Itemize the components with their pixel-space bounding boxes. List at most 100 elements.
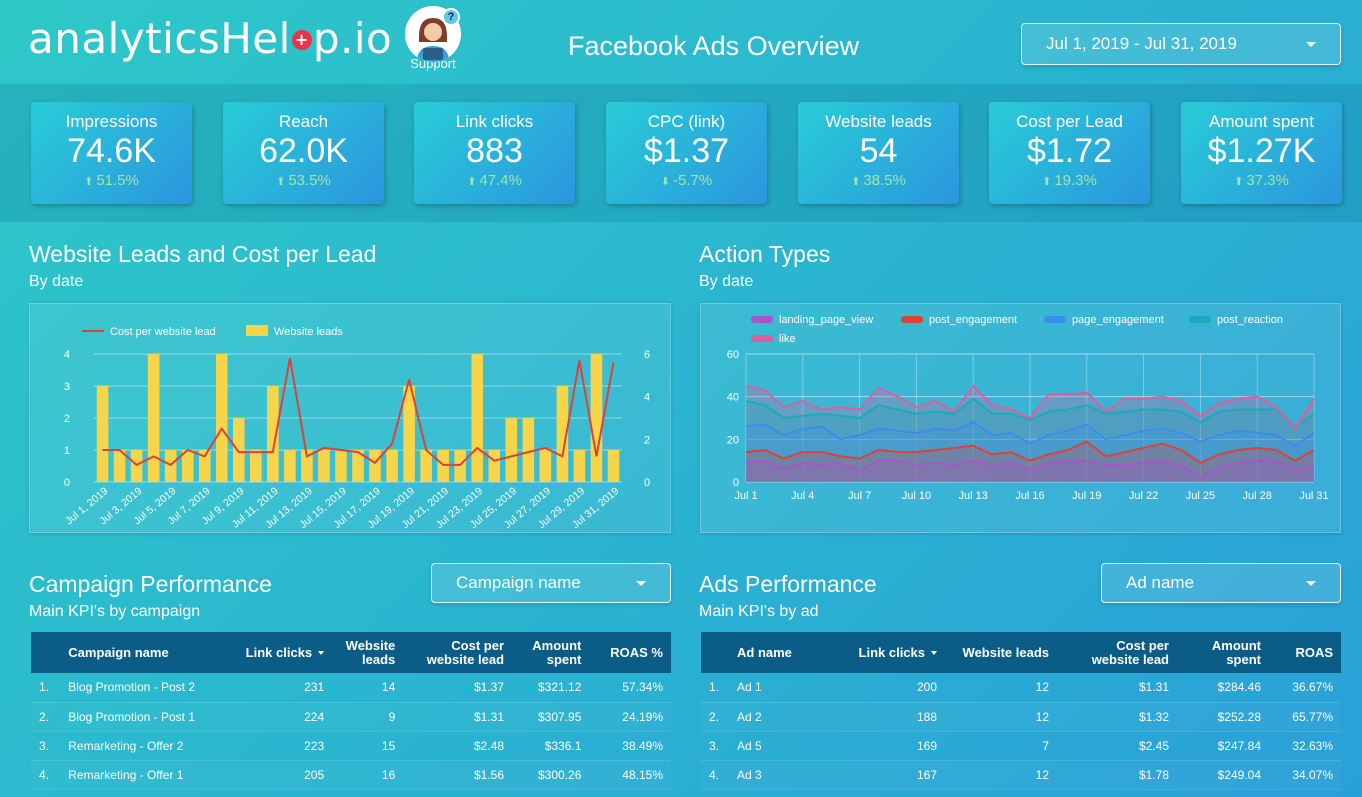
column-header[interactable]: Cost per website lead bbox=[1057, 632, 1177, 673]
leads-bar[interactable] bbox=[147, 354, 160, 482]
leads-bar[interactable] bbox=[113, 450, 126, 482]
leads-bar[interactable] bbox=[556, 386, 569, 482]
leads-bar[interactable] bbox=[471, 354, 484, 482]
kpi-delta-value: 19.3% bbox=[1054, 172, 1097, 189]
row-cost-per-lead: $1.56 bbox=[403, 760, 513, 790]
row-link-clicks: 169 bbox=[831, 731, 945, 761]
row-amount-spent: $321.12 bbox=[512, 673, 590, 703]
column-header[interactable]: ROAS bbox=[1269, 632, 1341, 673]
leads-bar[interactable] bbox=[403, 386, 415, 482]
row-roas: 65.77% bbox=[1269, 702, 1341, 732]
kpi-card-impressions[interactable]: Impressions 74.6K ⬆ 51.5% bbox=[31, 102, 192, 204]
row-amount-spent: $249.04 bbox=[1177, 760, 1269, 790]
leads-bar[interactable] bbox=[369, 450, 381, 482]
row-amount-spent: $336.1 bbox=[512, 731, 590, 761]
kpi-card-cost-per-lead[interactable]: Cost per Lead $1.72 ⬆ 19.3% bbox=[989, 102, 1150, 204]
leads-bar[interactable] bbox=[96, 386, 109, 482]
table-row[interactable]: 3. Remarketing - Offer 2 223 15 $2.48 $336.1 3… bbox=[31, 731, 671, 761]
leads-bar[interactable] bbox=[522, 418, 535, 482]
kpi-card-reach[interactable]: Reach 62.0K ⬆ 53.5% bbox=[223, 102, 384, 204]
legend-label-post-engagement: post_engagement bbox=[929, 314, 1017, 326]
cpl-line[interactable] bbox=[102, 358, 615, 467]
line-like[interactable] bbox=[745, 384, 1315, 431]
row-website-leads: 9 bbox=[332, 702, 404, 732]
leads-bar[interactable] bbox=[232, 418, 245, 482]
campaign-name-filter[interactable]: Campaign name bbox=[431, 563, 671, 603]
kpi-card-website-leads[interactable]: Website leads 54 ⬆ 38.5% bbox=[798, 102, 959, 204]
line-post-engagement[interactable] bbox=[745, 440, 1315, 464]
legend-label-like: like bbox=[779, 333, 796, 345]
table-row[interactable]: 2. Blog Promotion - Post 1 224 9 $1.31 $307.9… bbox=[31, 702, 671, 732]
table-row[interactable]: 4. Remarketing - Offer 1 205 16 $1.56 $300.26… bbox=[31, 760, 671, 790]
leads-cpl-chart[interactable]: Cost per website lead Website leads 0 1 2 3 4 0… bbox=[30, 304, 672, 534]
logo-text-start: analyticsHel bbox=[28, 14, 291, 63]
row-name: Ad 1 bbox=[729, 673, 831, 703]
leads-bar[interactable] bbox=[573, 450, 586, 482]
date-range-picker[interactable]: Jul 1, 2019 - Jul 31, 2019 bbox=[1021, 23, 1341, 65]
column-header[interactable]: Link clicks bbox=[831, 632, 945, 673]
row-cost-per-lead: $2.48 bbox=[403, 731, 513, 761]
kpi-value: 54 bbox=[859, 132, 898, 170]
leads-bar[interactable] bbox=[437, 450, 449, 482]
leads-bar[interactable] bbox=[539, 450, 552, 482]
column-header[interactable]: Amount spent bbox=[512, 632, 590, 673]
chevron-down-icon bbox=[1306, 42, 1316, 47]
kpi-label: Website leads bbox=[825, 112, 932, 131]
table-row[interactable]: 3. Ad 5 169 7 $2.45 $247.84 32.63% bbox=[701, 731, 1341, 761]
leads-bar[interactable] bbox=[590, 354, 603, 482]
leads-bar[interactable] bbox=[505, 418, 518, 482]
column-header[interactable]: Website leads bbox=[945, 632, 1057, 673]
x-tick: Jul 22 bbox=[1129, 490, 1158, 502]
kpi-delta-value: 47.4% bbox=[479, 172, 522, 189]
index-header bbox=[31, 632, 61, 673]
line-post-reaction[interactable] bbox=[745, 397, 1315, 428]
sort-desc-icon[interactable] bbox=[931, 650, 937, 655]
legend-label-landing-page-view: landing_page_view bbox=[779, 314, 873, 326]
arrow-down-icon: ⬇ bbox=[660, 176, 671, 188]
leads-bar[interactable] bbox=[215, 354, 228, 482]
y-right-tick: 2 bbox=[644, 434, 650, 446]
leads-bar[interactable] bbox=[181, 450, 194, 482]
leads-bar[interactable] bbox=[335, 450, 347, 482]
row-website-leads: 7 bbox=[945, 731, 1057, 761]
column-header[interactable]: Website leads bbox=[332, 632, 404, 673]
leads-bar[interactable] bbox=[198, 450, 211, 482]
row-index: 3. bbox=[31, 731, 61, 761]
column-header[interactable]: Campaign name bbox=[60, 632, 232, 673]
leads-chart-card: Cost per website lead Website leads 0 1 2 3 4 0… bbox=[29, 303, 671, 533]
column-header[interactable]: Cost per website lead bbox=[403, 632, 513, 673]
table-row[interactable]: 1. Ad 1 200 12 $1.31 $284.46 36.67% bbox=[701, 673, 1341, 703]
kpi-card-amount-spent[interactable]: Amount spent $1.27K ⬆ 37.3% bbox=[1181, 102, 1342, 204]
kpi-card-link-clicks[interactable]: Link clicks 883 ⬆ 47.4% bbox=[414, 102, 575, 204]
support-button[interactable]: ? Support bbox=[402, 6, 464, 71]
leads-bar[interactable] bbox=[267, 386, 279, 482]
table-row[interactable]: 4. Ad 3 167 12 $1.78 $249.04 34.07% bbox=[701, 760, 1341, 790]
column-header[interactable]: Ad name bbox=[729, 632, 831, 673]
leads-bar[interactable] bbox=[352, 450, 364, 482]
kpi-card-cpc-link[interactable]: CPC (link) $1.37 ⬇ -5.7% bbox=[606, 102, 767, 204]
column-header-label: Link clicks bbox=[245, 644, 313, 660]
leads-bar[interactable] bbox=[386, 450, 398, 482]
leads-bar[interactable] bbox=[250, 450, 262, 482]
leads-bar[interactable] bbox=[607, 450, 620, 482]
action-types-chart[interactable]: landing_page_view post_engagement page_eng… bbox=[701, 304, 1342, 534]
leads-bar[interactable] bbox=[454, 450, 466, 482]
table-row[interactable]: 1. Blog Promotion - Post 2 231 14 $1.37 $321.… bbox=[31, 673, 671, 703]
leads-bar[interactable] bbox=[301, 450, 313, 482]
y-tick: 20 bbox=[727, 434, 739, 446]
leads-bar[interactable] bbox=[488, 450, 501, 482]
leads-bar[interactable] bbox=[318, 450, 330, 482]
row-link-clicks: 167 bbox=[831, 760, 945, 790]
ad-name-filter[interactable]: Ad name bbox=[1101, 563, 1341, 603]
line-page-engagement[interactable] bbox=[745, 421, 1315, 447]
table-row[interactable]: 2. Ad 2 188 12 $1.32 $252.28 65.77% bbox=[701, 702, 1341, 732]
sort-desc-icon[interactable] bbox=[318, 650, 325, 655]
kpi-value: 883 bbox=[466, 132, 523, 170]
column-header[interactable]: Amount spent bbox=[1177, 632, 1269, 673]
column-header[interactable]: ROAS % bbox=[589, 632, 671, 673]
line-landing-page-view[interactable] bbox=[745, 459, 1315, 479]
column-header[interactable]: Link clicks bbox=[231, 632, 333, 673]
leads-bar[interactable] bbox=[420, 450, 432, 482]
brand-logo[interactable]: analyticsHel +p.io bbox=[28, 14, 392, 63]
leads-bar[interactable] bbox=[284, 450, 296, 482]
